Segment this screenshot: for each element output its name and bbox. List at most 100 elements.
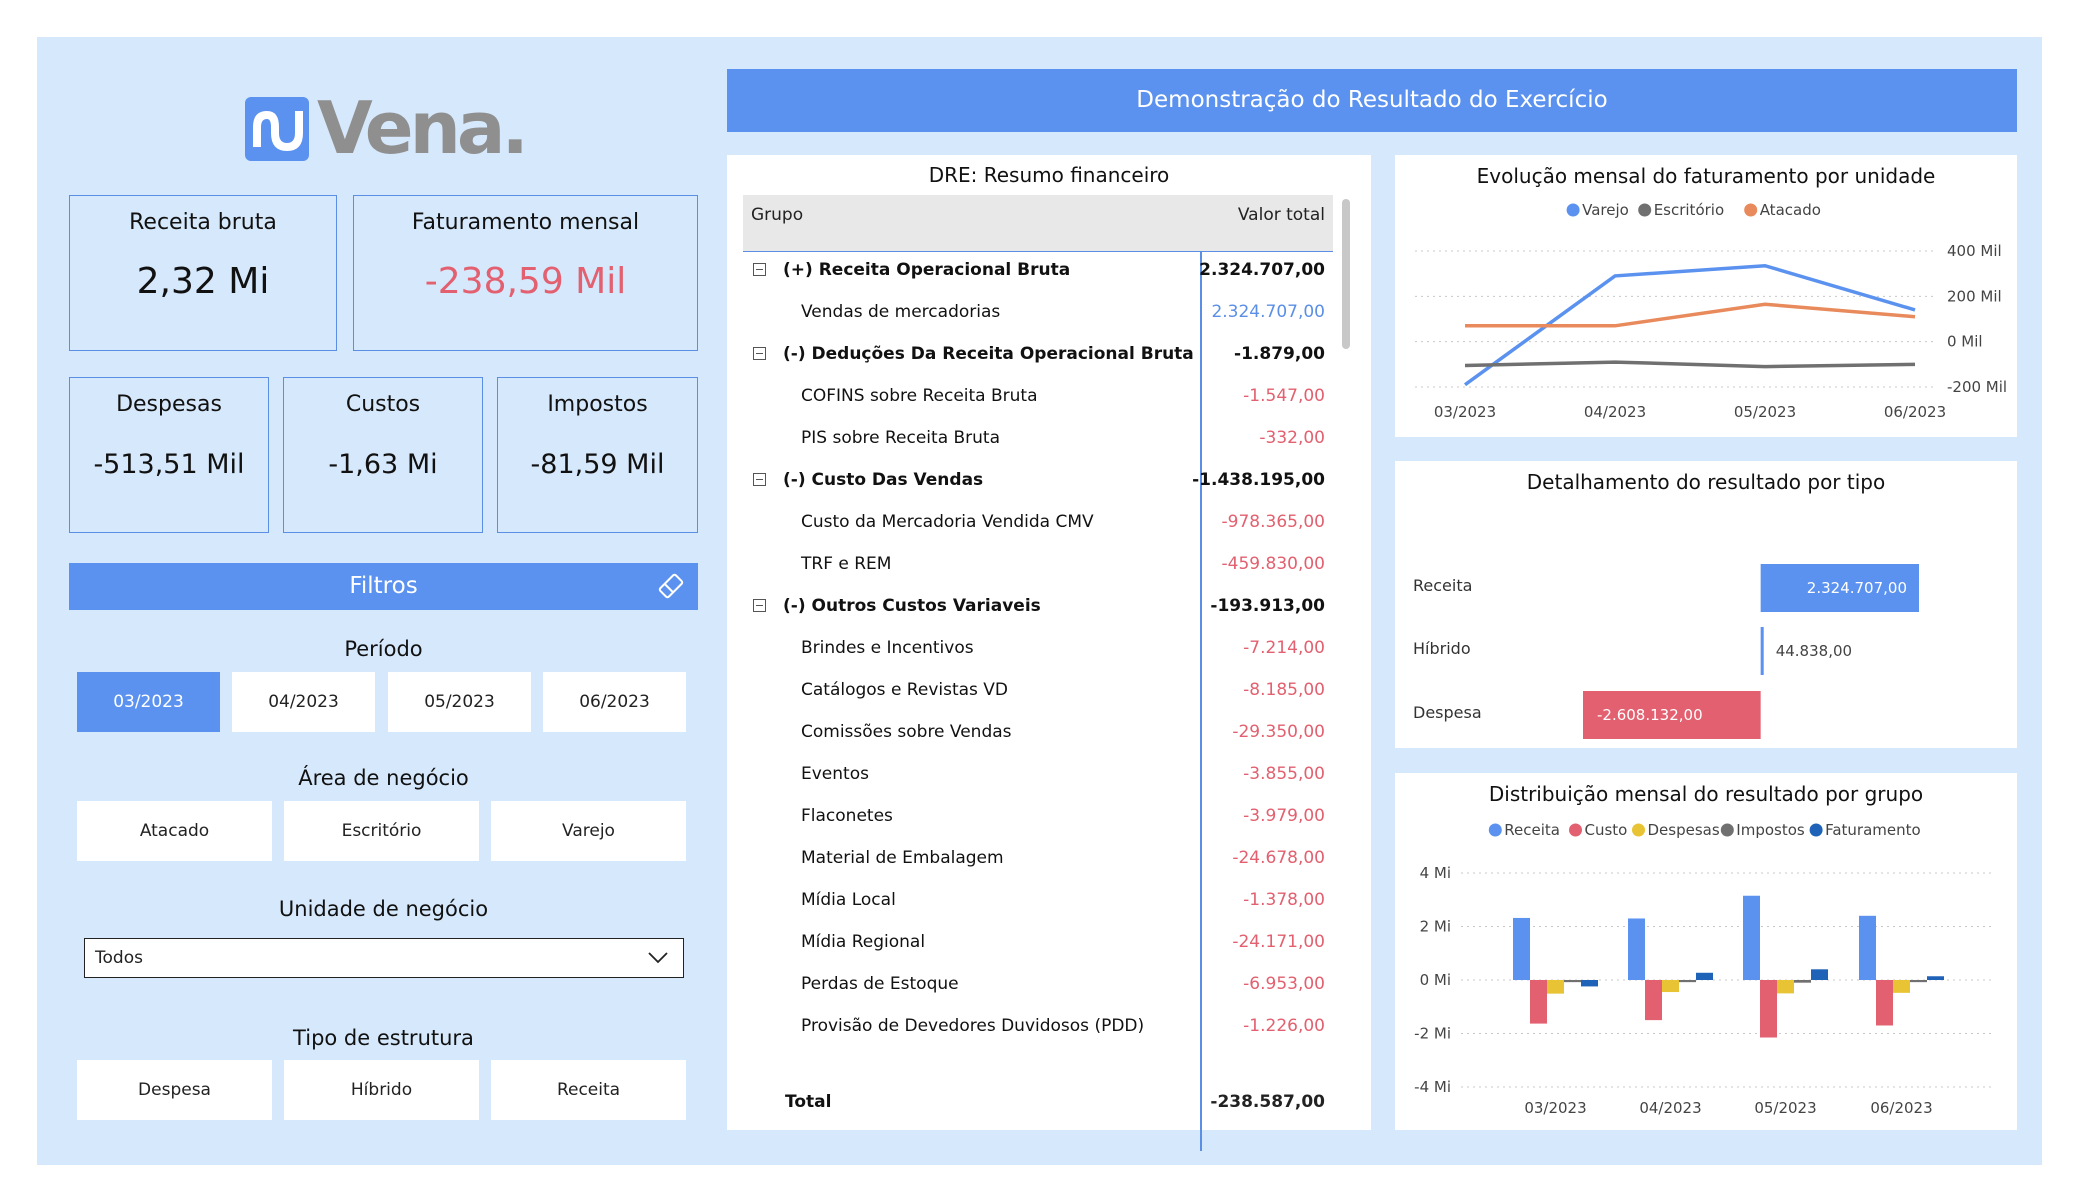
estrutura-chip-despesa[interactable]: Despesa	[77, 1060, 272, 1120]
estrutura-chip-receita[interactable]: Receita	[491, 1060, 686, 1120]
bar	[1513, 917, 1530, 980]
y-tick-label: 4 Mi	[1420, 864, 1451, 882]
periodo-chip-1[interactable]: 03/2023	[77, 672, 220, 732]
collapse-icon[interactable]	[753, 599, 766, 612]
kpi-despesas: Despesas -513,51 Mil	[69, 377, 269, 533]
kpi-value: -238,59 Mil	[424, 261, 627, 302]
x-tick-label: 03/2023	[1434, 403, 1496, 421]
row-value: -1.879,00	[1234, 344, 1325, 364]
bar-category-label: Despesa	[1413, 703, 1482, 722]
grouped-bar-chart: Distribuição mensal do resultado por gru…	[1414, 782, 1995, 1117]
row-group-name: Flaconetes	[801, 806, 893, 826]
periodo-chip-4[interactable]: 06/2023	[543, 672, 686, 732]
collapse-icon[interactable]	[753, 263, 766, 276]
row-value: -193.913,00	[1210, 596, 1325, 616]
area-label: Área de negócio	[298, 766, 469, 790]
x-tick-label: 06/2023	[1884, 403, 1946, 421]
total-value: -238.587,00	[1210, 1092, 1325, 1112]
bar	[1662, 980, 1679, 993]
row-value: -29.350,00	[1232, 722, 1325, 742]
y-tick-label: -4 Mi	[1414, 1078, 1451, 1096]
legend-marker	[1720, 823, 1734, 837]
bar	[1760, 980, 1777, 1038]
dre-table-header: Grupo Valor total	[743, 195, 1333, 252]
bar	[1564, 980, 1581, 983]
y-tick-label: 400 Mil	[1947, 242, 2002, 260]
bar	[1743, 895, 1760, 980]
kpi-value: -1,63 Mi	[328, 449, 438, 480]
filters-header: Filtros	[69, 563, 698, 610]
periodo-chip-2[interactable]: 04/2023	[232, 672, 375, 732]
eraser-icon[interactable]	[656, 571, 686, 601]
row-value: -3.979,00	[1243, 806, 1325, 826]
legend-label: Despesas	[1648, 821, 1720, 839]
legend-label: Escritório	[1654, 201, 1724, 219]
dre-header: Demonstração do Resultado do Exercício	[727, 69, 2017, 132]
dre-group-row[interactable]: (+) Receita Operacional Bruta 2.324.707,0…	[743, 255, 1333, 285]
x-tick-label: 05/2023	[1754, 1099, 1816, 1117]
dre-item-row: Material de Embalagem -24.678,00	[743, 843, 1333, 873]
col-header-valor[interactable]: Valor total	[1237, 205, 1325, 225]
x-tick-label: 04/2023	[1639, 1099, 1701, 1117]
row-value: -24.678,00	[1232, 848, 1325, 868]
dre-group-row[interactable]: (-) Outros Custos Variaveis -193.913,00	[743, 591, 1333, 621]
kpi-custos: Custos -1,63 Mi	[283, 377, 483, 533]
kpi-label: Receita bruta	[129, 210, 277, 235]
dre-item-row: PIS sobre Receita Bruta -332,00	[743, 423, 1333, 453]
bar	[1777, 980, 1794, 994]
dashboard-canvas: Vena. Receita bruta 2,32 Mi Faturamento …	[37, 37, 2042, 1165]
kpi-label: Impostos	[547, 392, 648, 417]
y-tick-label: -2 Mi	[1414, 1025, 1451, 1043]
col-header-grupo[interactable]: Grupo	[751, 205, 804, 225]
bar	[1645, 980, 1662, 1021]
legend-label: Impostos	[1736, 821, 1805, 839]
dre-item-row: Eventos -3.855,00	[743, 759, 1333, 789]
area-chip-varejo[interactable]: Varejo	[491, 801, 686, 861]
dre-item-row: Mídia Regional -24.171,00	[743, 927, 1333, 957]
table-scrollbar[interactable]	[1342, 199, 1350, 349]
chevron-down-icon	[648, 952, 668, 964]
estrutura-label: Tipo de estrutura	[293, 1026, 474, 1050]
dre-item-row: Perdas de Estoque -6.953,00	[743, 969, 1333, 999]
dre-total-row: Total -238.587,00	[743, 1087, 1333, 1117]
column-divider	[1200, 251, 1202, 1151]
row-group-name: (+) Receita Operacional Bruta	[783, 260, 1071, 280]
unidade-dropdown[interactable]: Todos	[84, 938, 684, 978]
bar	[1679, 980, 1696, 983]
periodo-chip-3[interactable]: 05/2023	[388, 672, 531, 732]
estrutura-chip-hibrido[interactable]: Híbrido	[284, 1060, 479, 1120]
row-value: -24.171,00	[1232, 932, 1325, 952]
chart-title: Detalhamento do resultado por tipo	[1527, 470, 1885, 494]
legend-marker	[1569, 823, 1582, 837]
collapse-icon[interactable]	[753, 473, 766, 486]
row-value: 2.324.707,00	[1211, 302, 1325, 322]
dre-item-row: Brindes e Incentivos -7.214,00	[743, 633, 1333, 663]
row-value: -6.953,00	[1243, 974, 1325, 994]
legend-marker	[1632, 823, 1645, 837]
bar-data-label: -2.608.132,00	[1597, 706, 1703, 724]
area-chip-atacado[interactable]: Atacado	[77, 801, 272, 861]
y-tick-label: 200 Mil	[1947, 287, 2002, 305]
legend-marker	[1566, 203, 1580, 217]
row-group-name: Brindes e Incentivos	[801, 638, 974, 658]
logo-wordmark: Vena.	[317, 86, 529, 170]
dre-group-row[interactable]: (-) Deduções Da Receita Operacional Brut…	[743, 339, 1333, 369]
row-group-name: Vendas de mercadorias	[801, 302, 1001, 322]
y-tick-label: 2 Mi	[1420, 918, 1451, 936]
area-chip-escritorio[interactable]: Escritório	[284, 801, 479, 861]
dre-item-row: Comissões sobre Vendas -29.350,00	[743, 717, 1333, 747]
dre-group-row[interactable]: (-) Custo Das Vendas -1.438.195,00	[743, 465, 1333, 495]
legend-marker	[1638, 203, 1652, 217]
legend-marker	[1809, 823, 1823, 837]
row-group-name: PIS sobre Receita Bruta	[801, 428, 1001, 448]
kpi-value: 2,32 Mi	[136, 261, 270, 302]
bar-data-label: 44.838,00	[1776, 642, 1852, 660]
bar	[1876, 980, 1893, 1026]
bar	[1628, 918, 1645, 980]
collapse-icon[interactable]	[753, 347, 766, 360]
row-group-name: Mídia Local	[801, 890, 896, 910]
bar	[1910, 980, 1927, 983]
dre-item-row: Mídia Local -1.378,00	[743, 885, 1333, 915]
bar-category-label: Receita	[1413, 576, 1472, 595]
bar	[1581, 980, 1598, 987]
